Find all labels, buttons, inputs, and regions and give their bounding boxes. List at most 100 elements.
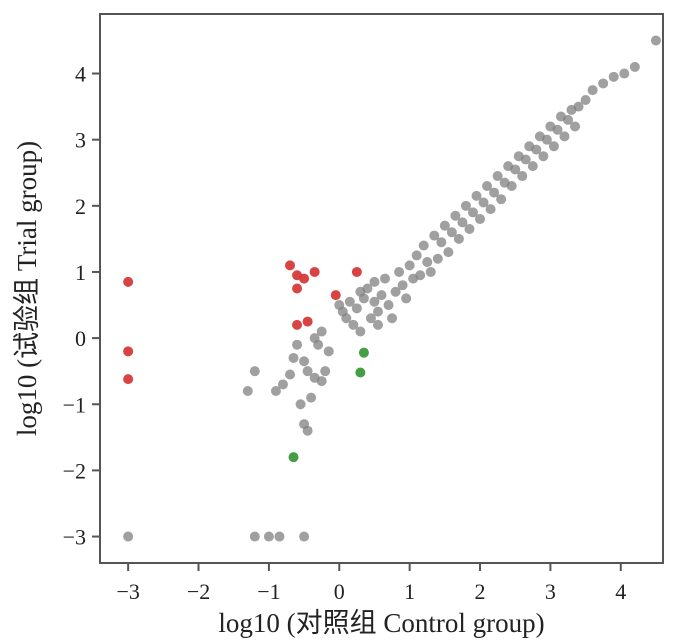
x-tick-label: 0 <box>334 579 345 604</box>
data-point-gray <box>478 197 489 208</box>
data-point-gray <box>397 280 408 291</box>
data-point-gray <box>401 293 412 304</box>
data-point-gray <box>538 151 549 162</box>
data-point-gray <box>263 531 274 542</box>
data-point-gray <box>249 366 260 377</box>
data-point-gray <box>376 290 387 301</box>
data-point-red <box>309 266 320 277</box>
data-point-gray <box>369 276 380 287</box>
data-point-gray <box>365 313 376 324</box>
data-point-red <box>351 266 362 277</box>
data-point-gray <box>302 425 313 436</box>
x-tick-label: 3 <box>545 579 556 604</box>
data-point-gray <box>573 101 584 112</box>
data-point-gray <box>598 78 609 89</box>
data-point-gray <box>439 220 450 231</box>
data-point-gray <box>422 257 433 268</box>
y-tick-label: 3 <box>75 128 86 153</box>
x-tick-label: 1 <box>404 579 415 604</box>
data-point-gray <box>383 300 394 311</box>
data-point-gray <box>562 114 573 125</box>
data-point-gray <box>274 531 285 542</box>
data-point-gray <box>348 319 359 330</box>
data-point-gray <box>394 266 405 277</box>
y-tick-label: −3 <box>63 525 86 550</box>
data-point-gray <box>344 296 355 307</box>
data-point-gray <box>411 250 422 261</box>
data-point-red <box>330 290 341 301</box>
data-point-gray <box>242 386 253 397</box>
data-point-gray <box>320 366 331 377</box>
axis-ticks: −3 −2 −1 0 1 2 3 4 −3 −2 −1 0 1 2 3 4 <box>63 62 627 604</box>
data-point-gray <box>559 131 570 142</box>
data-point-gray <box>306 392 317 403</box>
data-point-gray <box>489 187 500 198</box>
data-point-gray <box>485 204 496 215</box>
data-point-gray <box>520 154 531 165</box>
data-point-gray <box>288 352 299 363</box>
data-point-gray <box>548 141 559 152</box>
data-point-gray <box>341 313 352 324</box>
data-point-gray <box>471 190 482 201</box>
data-point-gray <box>436 237 447 248</box>
data-point-gray <box>299 531 310 542</box>
x-tick-label: −1 <box>257 579 280 604</box>
data-point-red <box>292 283 303 294</box>
data-point-gray <box>372 319 383 330</box>
data-point-gray <box>460 200 471 211</box>
data-point-gray <box>277 379 288 390</box>
data-point-gray <box>358 293 369 304</box>
data-point-gray <box>292 339 303 350</box>
data-point-red <box>299 273 310 284</box>
x-axis-title: log10 (对照组 Control group) <box>218 608 544 638</box>
data-point-gray <box>464 223 475 234</box>
y-tick-label: −2 <box>63 458 86 483</box>
data-point-gray <box>475 214 486 225</box>
data-points <box>123 35 661 542</box>
plot-frame <box>99 13 664 564</box>
data-point-gray <box>316 326 327 337</box>
data-point-gray <box>390 286 401 297</box>
data-point-red <box>285 260 296 271</box>
data-point-gray <box>387 313 398 324</box>
data-point-gray <box>570 121 581 132</box>
data-point-gray <box>372 306 383 317</box>
data-point-red <box>123 374 134 385</box>
data-point-red <box>123 276 134 287</box>
data-point-gray <box>302 366 313 377</box>
data-point-gray <box>457 217 468 228</box>
data-point-gray <box>467 207 478 218</box>
data-point-gray <box>270 386 281 397</box>
data-point-gray <box>425 266 436 277</box>
data-point-red <box>302 316 313 327</box>
data-point-gray <box>415 270 426 281</box>
y-tick-label: 0 <box>75 326 86 351</box>
data-point-gray <box>429 230 440 241</box>
data-point-gray <box>482 180 493 191</box>
y-tick-label: 1 <box>75 260 86 285</box>
y-tick-label: 4 <box>75 62 86 87</box>
data-point-gray <box>295 399 306 410</box>
data-point-gray <box>580 94 591 105</box>
data-point-gray <box>369 296 380 307</box>
data-point-gray <box>517 171 528 182</box>
data-point-gray <box>552 124 563 135</box>
data-point-green <box>355 367 366 378</box>
data-point-gray <box>527 161 538 172</box>
data-point-gray <box>492 171 503 182</box>
data-point-gray <box>446 227 457 238</box>
data-point-gray <box>309 333 320 344</box>
data-point-gray <box>249 531 260 542</box>
data-point-green <box>358 347 369 358</box>
data-point-gray <box>299 356 310 367</box>
data-point-gray <box>123 531 134 542</box>
y-tick-label: −1 <box>63 392 86 417</box>
data-point-gray <box>587 85 598 96</box>
data-point-gray <box>323 346 334 357</box>
x-tick-label: 2 <box>475 579 486 604</box>
data-point-gray <box>608 71 619 82</box>
x-tick-label: −2 <box>187 579 210 604</box>
data-point-gray <box>380 273 391 284</box>
data-point-gray <box>418 240 429 251</box>
data-point-gray <box>453 233 464 244</box>
